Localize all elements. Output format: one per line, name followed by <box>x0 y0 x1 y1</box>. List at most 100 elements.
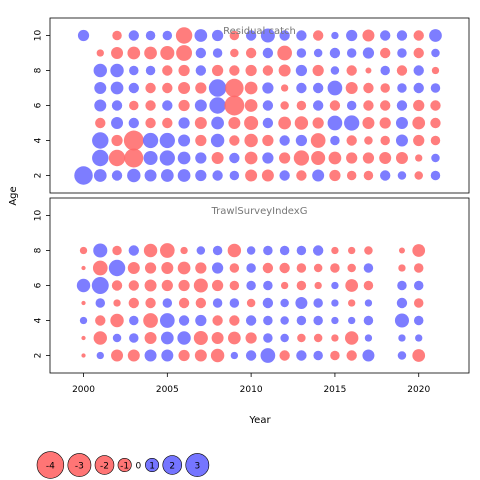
residual-bubble <box>128 117 139 129</box>
residual-bubble <box>431 48 440 58</box>
residual-bubble <box>81 300 86 306</box>
residual-bubble <box>364 246 373 255</box>
residual-bubble <box>412 244 426 257</box>
residual-bubble <box>81 335 86 341</box>
residual-bubble <box>262 134 274 147</box>
residual-bubble <box>178 82 191 94</box>
residual-bubble <box>93 169 107 182</box>
residual-bubble <box>94 82 107 94</box>
residual-bubble <box>245 30 257 41</box>
residual-bubble <box>145 297 156 309</box>
residual-bubble <box>348 316 356 325</box>
residual-bubble <box>111 280 123 291</box>
residual-bubble <box>246 280 256 291</box>
residual-bubble <box>245 169 258 182</box>
residual-bubble <box>344 115 360 131</box>
residual-bubble <box>127 262 140 274</box>
residual-bubble <box>280 316 289 325</box>
residual-bubble <box>195 134 207 147</box>
panel-title: TrawlSurveyIndexG <box>211 206 308 217</box>
residual-bubble <box>77 29 90 42</box>
residual-bubble <box>161 262 174 274</box>
residual-bubble <box>346 170 357 181</box>
residual-bubble <box>144 262 157 274</box>
residual-bubble <box>398 264 406 272</box>
residual-bubble <box>229 263 240 273</box>
residual-bubble <box>297 333 306 343</box>
panel-1: 2 4 6 8 10 Residual catch <box>34 17 470 194</box>
residual-bubble <box>396 30 408 41</box>
residual-bubble <box>162 30 173 41</box>
residual-bubble <box>329 169 341 182</box>
residual-bubble <box>380 83 390 93</box>
residual-bubble <box>261 169 274 182</box>
residual-bubble <box>398 334 406 342</box>
residual-bubble <box>262 100 274 111</box>
residual-bubble <box>244 133 258 148</box>
residual-bubble <box>413 134 425 147</box>
residual-bubble <box>431 66 440 75</box>
residual-bubble <box>177 261 191 275</box>
residual-bubble <box>413 65 424 76</box>
residual-bubble <box>413 263 424 273</box>
residual-bubble <box>345 82 358 94</box>
residual-bubble <box>329 47 341 59</box>
residual-bubble <box>280 101 289 110</box>
residual-bubble <box>195 262 207 274</box>
residual-bubble <box>331 246 339 255</box>
y-tick-label: 2 <box>34 353 44 359</box>
residual-bubble <box>280 333 289 343</box>
residual-bubble <box>74 166 93 185</box>
residual-bubble <box>344 331 359 345</box>
legend-label: -3 <box>75 462 84 472</box>
residual-bubble <box>177 331 191 345</box>
residual-bubble <box>413 315 424 326</box>
residual-bubble <box>145 117 156 129</box>
residual-bubble <box>312 64 324 77</box>
residual-bubble <box>92 132 109 149</box>
residual-bubble <box>413 47 424 59</box>
legend-label: 2 <box>169 462 175 472</box>
legend-bubble <box>117 457 132 472</box>
residual-bubble <box>397 280 407 291</box>
residual-bubble <box>211 332 224 344</box>
residual-bubble <box>245 47 257 59</box>
residual-bubble <box>331 316 339 325</box>
residual-bubble <box>212 48 223 58</box>
residual-bubble <box>93 331 107 345</box>
residual-bubble <box>430 83 441 93</box>
residual-bubble <box>129 333 139 343</box>
residual-bubble <box>397 48 407 58</box>
residual-bubble <box>79 246 88 255</box>
residual-bubble <box>124 148 144 168</box>
panel-2: 2 4 6 8 10 TrawlSurveyIndexG <box>34 197 470 374</box>
residual-bubble <box>194 99 207 112</box>
residual-bubble <box>279 135 290 146</box>
residual-bubble <box>160 45 175 61</box>
residual-bubble <box>128 30 139 41</box>
residual-bubble <box>415 334 423 342</box>
residual-bubble <box>211 29 224 42</box>
residual-bubble <box>229 135 240 146</box>
x-tick-label: 2020 <box>407 385 430 395</box>
residual-bubble <box>346 100 357 111</box>
residual-bubble <box>329 100 341 111</box>
x-tick-label: 2000 <box>72 385 95 395</box>
residual-bubble <box>96 49 104 57</box>
residual-bubble <box>279 262 290 274</box>
residual-bubble <box>312 30 324 41</box>
residual-bubble <box>162 298 173 308</box>
residual-bubble <box>380 65 390 76</box>
residual-bubble <box>280 281 289 290</box>
residual-bubble <box>210 348 225 363</box>
residual-bubble <box>160 331 174 345</box>
residual-bubble <box>246 246 256 255</box>
residual-bubble <box>312 82 324 94</box>
residual-bubble <box>210 133 225 148</box>
residual-bubble <box>245 64 257 77</box>
residual-bubble <box>279 30 290 41</box>
legend-bubble <box>185 453 210 477</box>
legend-bubble <box>145 457 160 472</box>
residual-bubble <box>312 169 325 182</box>
residual-bubble <box>195 65 207 76</box>
